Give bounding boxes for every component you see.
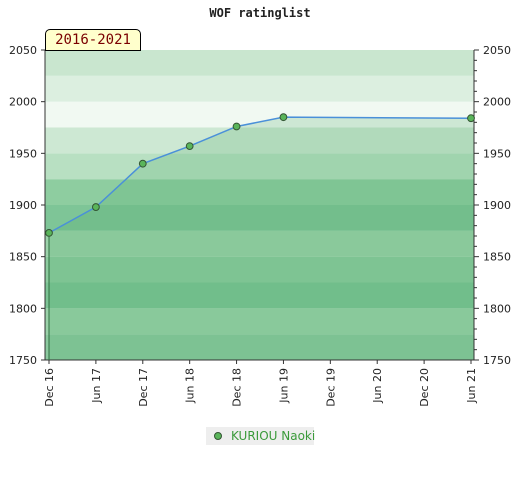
background-band xyxy=(45,334,474,360)
background-bands xyxy=(45,50,474,360)
background-band xyxy=(45,308,474,335)
legend-marker-icon xyxy=(214,432,222,440)
x-tick-label: Jun 20 xyxy=(371,368,384,404)
y-tick-label-left: 1950 xyxy=(9,147,37,160)
y-tick-label-left: 1850 xyxy=(9,251,37,264)
data-point xyxy=(45,229,53,237)
series-layer xyxy=(45,113,475,360)
legend[interactable]: KURIOU Naoki xyxy=(206,427,316,445)
data-point xyxy=(185,142,194,151)
background-band xyxy=(45,50,474,76)
rating-area xyxy=(49,117,474,361)
y-tick-label-right: 1950 xyxy=(483,147,511,160)
background-band xyxy=(45,75,474,102)
y-tick-label-left: 2000 xyxy=(9,96,37,109)
rating-area-fill xyxy=(49,117,474,361)
background-band xyxy=(45,282,474,309)
y-tick-label-right: 1900 xyxy=(483,199,511,212)
data-point xyxy=(467,114,475,123)
background-band xyxy=(45,179,474,205)
data-point xyxy=(279,113,288,122)
y-tick-label-left: 2050 xyxy=(9,44,37,57)
data-point xyxy=(232,122,241,131)
y-tick-label-right: 1800 xyxy=(483,302,511,315)
background-band xyxy=(45,153,474,180)
y-tick-label-right: 1850 xyxy=(483,251,511,264)
period-badge: 2016-2021 xyxy=(45,29,141,51)
background-band xyxy=(45,127,474,154)
background-band xyxy=(45,101,474,128)
x-tick-label: Dec 20 xyxy=(418,368,431,407)
y-tick-label-left: 1900 xyxy=(9,199,37,212)
x-tick-label: Dec 19 xyxy=(324,368,337,407)
x-tick-label: Jun 17 xyxy=(90,368,103,404)
axes: 1750 1750 1800 1800 1850 1850 1900 1900 1950 1950… xyxy=(9,44,511,407)
data-point xyxy=(138,159,147,168)
x-tick-label: Dec 17 xyxy=(137,368,150,407)
y-tick-label-right: 2050 xyxy=(483,44,511,57)
x-tick-label: Jun 19 xyxy=(277,368,290,404)
y-tick-label-left: 1800 xyxy=(9,302,37,315)
background-band xyxy=(45,205,474,231)
y-tick-label-right: 2000 xyxy=(483,96,511,109)
x-tick-label: Jun 21 xyxy=(465,368,478,404)
y-tick-label-right: 1750 xyxy=(483,354,511,367)
x-tick-label: Dec 16 xyxy=(43,368,56,407)
data-point xyxy=(91,203,100,211)
x-tick-label: Jun 18 xyxy=(184,368,197,404)
chart-title: WOF ratinglist xyxy=(209,6,311,20)
legend-label: KURIOU Naoki xyxy=(231,429,316,443)
y-tick-label-left: 1750 xyxy=(9,354,37,367)
background-band xyxy=(45,230,474,257)
x-tick-label: Dec 18 xyxy=(231,368,244,407)
background-band xyxy=(45,256,474,283)
